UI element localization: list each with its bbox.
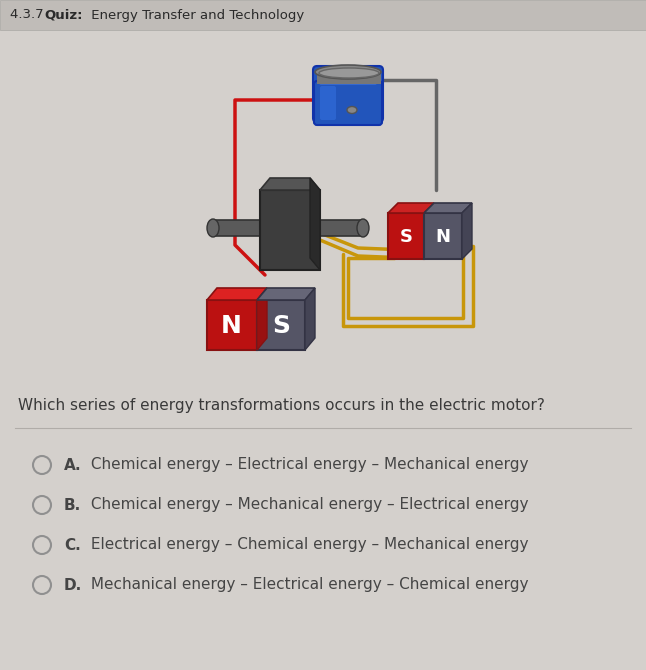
FancyBboxPatch shape (319, 69, 377, 85)
Polygon shape (257, 288, 315, 300)
Text: C.: C. (64, 537, 81, 553)
Text: N: N (220, 314, 242, 338)
Polygon shape (388, 203, 434, 213)
Text: Quiz:: Quiz: (44, 9, 83, 21)
Polygon shape (462, 203, 472, 259)
FancyBboxPatch shape (212, 220, 364, 236)
Text: B.: B. (64, 498, 81, 513)
Polygon shape (424, 213, 462, 259)
FancyBboxPatch shape (317, 70, 381, 84)
Polygon shape (260, 178, 320, 190)
Ellipse shape (319, 68, 379, 78)
Polygon shape (207, 288, 267, 300)
Text: Which series of energy transformations occurs in the electric motor?: Which series of energy transformations o… (18, 398, 545, 413)
Ellipse shape (315, 65, 381, 79)
Text: N: N (435, 228, 450, 246)
FancyBboxPatch shape (0, 0, 646, 30)
Polygon shape (207, 300, 257, 350)
Polygon shape (260, 190, 320, 270)
Text: Chemical energy – Mechanical energy – Electrical energy: Chemical energy – Mechanical energy – El… (86, 498, 528, 513)
Polygon shape (310, 178, 320, 270)
Polygon shape (305, 288, 315, 350)
Ellipse shape (207, 219, 219, 237)
Text: D.: D. (64, 578, 82, 592)
Text: Mechanical energy – Electrical energy – Chemical energy: Mechanical energy – Electrical energy – … (86, 578, 528, 592)
FancyBboxPatch shape (314, 81, 382, 125)
Ellipse shape (347, 107, 357, 113)
Text: S: S (272, 314, 290, 338)
Text: A.: A. (64, 458, 81, 472)
Polygon shape (388, 213, 424, 259)
Polygon shape (424, 203, 472, 213)
Text: Energy Transfer and Technology: Energy Transfer and Technology (87, 9, 304, 21)
Text: Electrical energy – Chemical energy – Mechanical energy: Electrical energy – Chemical energy – Me… (86, 537, 528, 553)
FancyBboxPatch shape (320, 86, 336, 120)
Polygon shape (257, 300, 305, 350)
FancyBboxPatch shape (313, 66, 383, 122)
Polygon shape (257, 288, 267, 350)
Ellipse shape (357, 219, 369, 237)
Text: Chemical energy – Electrical energy – Mechanical energy: Chemical energy – Electrical energy – Me… (86, 458, 528, 472)
Text: S: S (399, 228, 413, 246)
Text: 4.3.7: 4.3.7 (10, 9, 48, 21)
